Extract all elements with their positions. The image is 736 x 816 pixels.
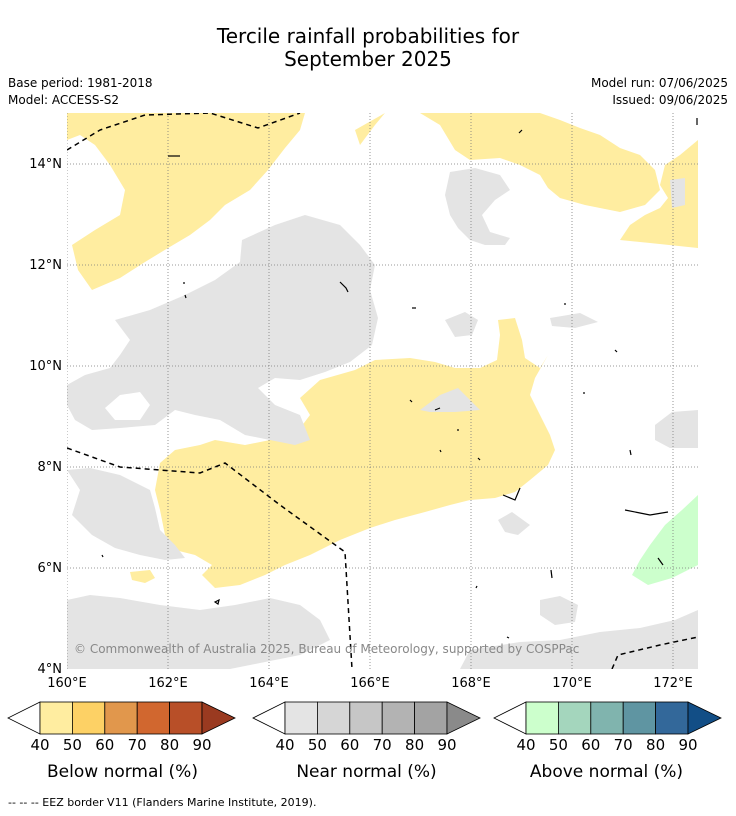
below-region-northeast [355,113,698,248]
island-outlines [101,118,698,639]
lon-label: 172°E [653,676,693,691]
near-region-bottom-right [460,610,698,669]
colorbar-segment [525,701,559,735]
colorbar-tick-label: 60 [340,736,359,754]
colorbar-tick-label: 50 [308,736,327,754]
near-normal-label: Near normal (%) [296,762,437,782]
colorbar-segment [136,701,170,735]
below-normal-regions [67,113,698,588]
near-region-east [655,410,698,448]
colorbar-segment [201,701,236,735]
colorbar-tick-label: 90 [678,736,697,754]
colorbar-tick-label: 80 [646,736,665,754]
colorbar-low-extension [252,701,286,735]
colorbar-tick-label: 40 [30,736,49,754]
colorbar-segment [622,701,657,735]
colorbar-segment [104,701,138,735]
above-normal-region [632,495,698,585]
lon-label: 160°E [47,676,87,691]
lon-label: 164°E [249,676,289,691]
below-region-small [130,570,155,583]
colorbars: 40 50 60 70 80 90 40 50 60 70 80 90 40 50 60 70 80 90 [7,701,722,754]
model-run-text: Model run: 07/06/2025 [590,76,728,90]
near-region-upper-right [670,178,685,208]
latitude-labels: 14°N 12°N 10°N 8°N 6°N 4°N [29,157,62,677]
lon-label: 166°E [350,676,390,691]
near-normal-regions [67,168,698,669]
colorbar-low-extension [7,701,41,735]
colorbar-segment [414,701,448,735]
near-region-center-west [67,215,378,445]
lat-label: 14°N [29,157,62,172]
colorbar-segment [590,701,624,735]
near-region-south-island [498,512,530,535]
colorbar-segment [687,701,722,735]
colorbar-0: 40 50 60 70 80 90 [7,701,236,754]
colorbar-tick-label: 50 [549,736,568,754]
near-region-northeast [445,168,510,245]
lat-label: 10°N [29,359,62,374]
colorbar-tick-label: 90 [192,736,211,754]
lat-label: 12°N [29,258,62,273]
colorbar-segment [169,701,203,735]
colorbar-tick-label: 70 [128,736,147,754]
title-line-2: September 2025 [284,47,452,71]
below-region-center [155,318,555,588]
lon-label: 168°E [451,676,491,691]
colorbar-tick-label: 40 [275,736,294,754]
model-text: Model: ACCESS-S2 [8,93,120,107]
colorbar-tick-label: 50 [63,736,82,754]
lon-label: 170°E [552,676,592,691]
lat-label: 4°N [38,662,63,677]
colorbar-tick-label: 80 [160,736,179,754]
eez-footer-note: -- -- -- EEZ border V11 (Flanders Marine… [8,796,317,809]
copyright-text: © Commonwealth of Australia 2025, Bureau… [74,642,579,656]
lat-label: 8°N [38,460,63,475]
colorbar-tick-label: 70 [614,736,633,754]
near-region-small-island [445,312,478,337]
colorbar-segment [284,701,318,735]
colorbar-segment [446,701,481,735]
below-region-northwest [67,113,305,290]
colorbar-tick-label: 60 [95,736,114,754]
colorbar-segment [39,701,73,735]
colorbar-tick-label: 40 [516,736,535,754]
colorbar-segment [349,701,383,735]
colorbar-segment [381,701,416,735]
near-region-southwest [67,468,185,560]
issued-text: Issued: 09/06/2025 [612,93,728,107]
near-region-diamond [420,388,480,412]
colorbar-tick-label: 70 [373,736,392,754]
colorbar-segment [72,701,106,735]
colorbar-segment [316,701,351,735]
map-gridlines [67,113,698,669]
title-line-1: Tercile rainfall probabilities for [216,24,520,48]
below-normal-label: Below normal (%) [47,762,198,782]
near-region-south [67,595,330,669]
colorbar-1: 40 50 60 70 80 90 [252,701,481,754]
colorbar-tick-label: 90 [437,736,456,754]
longitude-labels: 160°E 162°E 164°E 166°E 168°E 170°E 172°… [47,676,693,691]
lon-label: 162°E [148,676,188,691]
above-normal-label: Above normal (%) [529,762,684,782]
base-period-text: Base period: 1981-2018 [8,76,153,90]
colorbar-tick-label: 60 [581,736,600,754]
colorbar-tick-label: 80 [405,736,424,754]
near-region-mid [550,313,598,328]
lat-label: 6°N [38,561,63,576]
eez-borders [67,113,698,669]
colorbar-segment [655,701,689,735]
colorbar-2: 40 50 60 70 80 90 [493,701,722,754]
colorbar-segment [558,701,592,735]
near-region-south-east [540,596,578,625]
colorbar-low-extension [493,701,527,735]
